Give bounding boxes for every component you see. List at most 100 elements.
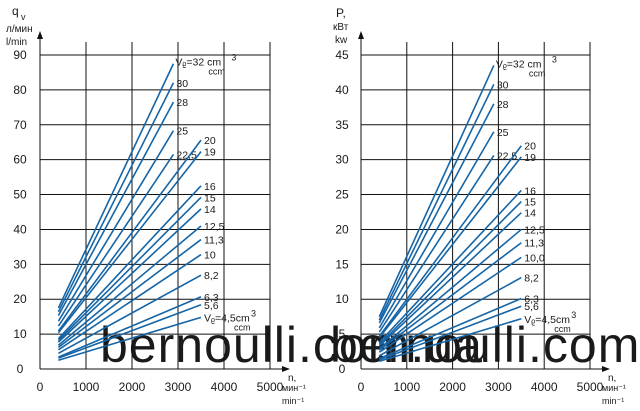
series-label: Vᵨ=32 cm — [175, 57, 221, 69]
y-tick-label: 0 — [339, 362, 346, 376]
x-tick-label: 0 — [358, 380, 365, 394]
series-line — [57, 101, 175, 316]
series-label: 6,3 — [524, 294, 539, 306]
y-tick-label: 30 — [13, 257, 27, 271]
series-label-subscript: ccm — [554, 324, 571, 334]
series-line — [379, 317, 522, 363]
x-tick-label: 4000 — [211, 380, 238, 394]
x-tick-label: 1000 — [73, 380, 100, 394]
series-label: 11,3 — [524, 238, 544, 250]
x-tick-label: 1000 — [393, 380, 420, 394]
x-axis-label: min⁻¹ — [602, 396, 624, 406]
series-label: 30 — [176, 78, 188, 90]
y-tick-label: 10 — [13, 327, 27, 341]
series-label: Vᵨ=32 cm — [496, 58, 542, 70]
series-line — [378, 131, 495, 329]
x-tick-label: 2000 — [439, 380, 466, 394]
series-label: 12,5 — [204, 221, 225, 233]
series-label-subscript: ccm — [529, 68, 546, 78]
series-line — [57, 82, 175, 313]
series-line — [57, 139, 202, 332]
series-line — [378, 200, 522, 346]
y-tick-label: 80 — [13, 83, 27, 97]
y-axis-label: кВт — [333, 22, 349, 33]
series-line — [57, 153, 175, 327]
series-label: 22,5 — [497, 150, 518, 162]
series-label-subscript: ccm — [208, 67, 225, 77]
y-axis-arrow — [358, 31, 364, 39]
x-tick-label: 5000 — [257, 380, 284, 394]
series-label: 28 — [497, 99, 509, 111]
y-tick-label: 40 — [13, 222, 27, 236]
y-axis-label: l/min — [6, 37, 27, 48]
series-label: 20 — [524, 141, 536, 153]
series-line — [379, 297, 522, 360]
series-label: 25 — [497, 127, 509, 139]
x-axis-label: n, — [288, 373, 296, 384]
series-line — [57, 238, 202, 349]
series-label: 19 — [524, 152, 536, 164]
x-axis-label: n, — [608, 373, 616, 384]
series-line — [378, 103, 495, 324]
series-line — [57, 225, 202, 346]
y-tick-label: 35 — [335, 118, 349, 132]
series-line — [57, 208, 202, 343]
y-tick-label: 60 — [13, 153, 27, 167]
series-label: 6,3 — [204, 292, 219, 304]
y-tick-label: 10 — [335, 292, 349, 306]
series-label: 15 — [204, 192, 216, 204]
y-tick-label: 15 — [335, 257, 349, 271]
y-tick-label: 0 — [17, 362, 24, 376]
y-axis-label: q — [12, 4, 19, 18]
series-line — [58, 296, 202, 358]
y-tick-label: 30 — [335, 153, 349, 167]
x-axis-label: мин⁻¹ — [602, 383, 626, 393]
x-axis-label: мин⁻¹ — [282, 383, 306, 393]
series-label: 15 — [524, 197, 536, 209]
y-tick-label: 20 — [13, 292, 27, 306]
x-tick-label: 3000 — [165, 380, 192, 394]
y-axis-label: kw — [335, 35, 348, 46]
series-line — [57, 253, 202, 351]
series-label: 30 — [497, 79, 509, 91]
series-label: 19 — [204, 147, 216, 159]
series-label: 12,5 — [524, 224, 545, 236]
series-label: 14 — [524, 208, 536, 220]
series-label: 11,3 — [204, 235, 224, 247]
y-tick-label: 40 — [335, 83, 349, 97]
series-line — [58, 304, 202, 359]
series-label: Vᵨ=4,5cm — [524, 314, 570, 326]
y-axis-label: P, — [336, 6, 346, 20]
x-axis-arrow — [282, 366, 290, 372]
series-line — [57, 185, 202, 340]
series-line — [57, 130, 175, 322]
series-line — [378, 256, 522, 353]
series-label-superscript: 3 — [552, 54, 557, 64]
series-label: 5,6 — [204, 300, 219, 312]
series-label-superscript: 3 — [251, 308, 256, 318]
series-line — [378, 276, 522, 357]
series-line — [57, 151, 202, 334]
y-tick-label: 5 — [339, 327, 346, 341]
x-tick-label: 0 — [37, 380, 44, 394]
series-line — [378, 65, 495, 317]
series-line — [379, 305, 522, 361]
series-line — [378, 155, 495, 333]
series-line — [58, 274, 202, 355]
y-tick-label: 90 — [13, 48, 27, 62]
x-tick-label: 5000 — [577, 380, 604, 394]
series-label: 20 — [204, 135, 216, 147]
y-axis-label: v — [21, 12, 26, 22]
y-tick-label: 45 — [335, 48, 349, 62]
series-line — [378, 156, 522, 339]
x-axis-arrow — [602, 366, 610, 372]
series-line — [378, 83, 495, 321]
series-label-superscript: 3 — [231, 53, 236, 63]
x-tick-label: 2000 — [119, 380, 146, 394]
series-label-subscript: ccm — [234, 322, 251, 332]
y-tick-label: 25 — [335, 188, 349, 202]
series-label: 16 — [524, 185, 536, 197]
series-line — [58, 316, 202, 362]
